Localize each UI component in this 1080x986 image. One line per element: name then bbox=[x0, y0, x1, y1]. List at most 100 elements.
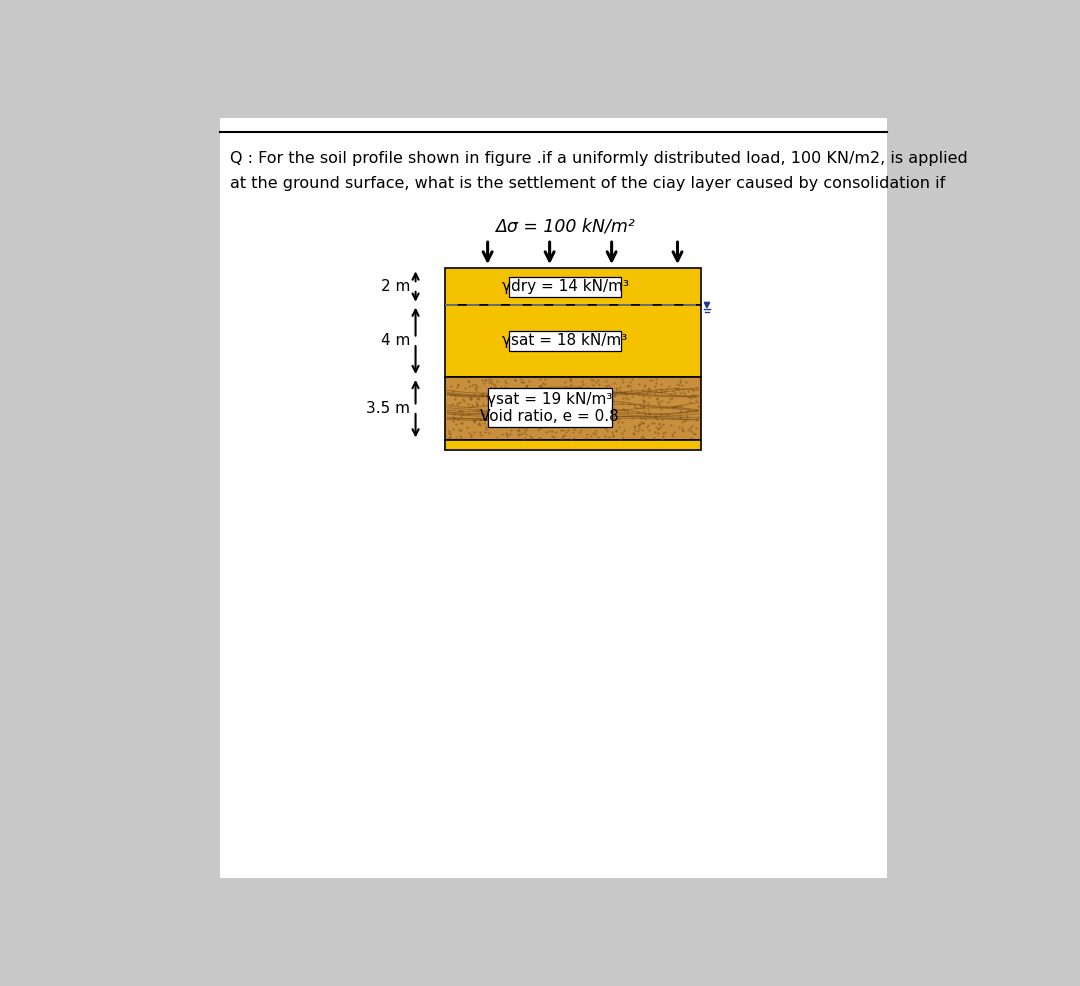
Point bbox=[579, 379, 596, 394]
Point bbox=[629, 417, 646, 433]
Point bbox=[497, 374, 514, 389]
Point bbox=[569, 398, 586, 414]
Point bbox=[481, 425, 498, 441]
Point bbox=[578, 430, 595, 446]
Text: γdry = 14 kN/m³: γdry = 14 kN/m³ bbox=[501, 279, 629, 294]
Point bbox=[578, 418, 595, 434]
Point bbox=[674, 377, 691, 392]
Point bbox=[518, 378, 536, 393]
Point bbox=[467, 380, 484, 395]
Point bbox=[648, 419, 665, 435]
Point bbox=[536, 371, 553, 387]
Point bbox=[635, 392, 652, 408]
Bar bbox=[445, 441, 701, 450]
Point bbox=[503, 406, 521, 422]
Point bbox=[597, 402, 615, 418]
Point bbox=[532, 378, 550, 393]
Point bbox=[662, 386, 679, 401]
Point bbox=[470, 391, 487, 407]
Point bbox=[442, 379, 459, 394]
Point bbox=[598, 423, 616, 439]
Point bbox=[482, 389, 499, 405]
Point bbox=[482, 375, 499, 390]
Point bbox=[564, 416, 581, 432]
Point bbox=[559, 422, 577, 438]
Point bbox=[543, 429, 561, 445]
Point bbox=[499, 428, 516, 444]
Point bbox=[489, 431, 507, 447]
Point bbox=[600, 402, 618, 418]
Point bbox=[604, 424, 621, 440]
Point bbox=[501, 426, 518, 442]
Point bbox=[488, 414, 505, 430]
Point bbox=[647, 382, 664, 397]
Point bbox=[486, 378, 503, 393]
Point bbox=[475, 415, 492, 431]
Point bbox=[510, 394, 527, 410]
Point bbox=[679, 422, 697, 438]
Point bbox=[586, 392, 604, 408]
Point bbox=[636, 411, 653, 427]
Point bbox=[566, 394, 583, 410]
Point bbox=[678, 411, 696, 427]
Point bbox=[454, 406, 471, 422]
Point bbox=[646, 387, 663, 402]
Point bbox=[597, 379, 615, 394]
Point bbox=[594, 415, 611, 431]
Point bbox=[465, 414, 483, 430]
Point bbox=[565, 421, 582, 437]
Point bbox=[475, 405, 492, 421]
Point bbox=[531, 393, 549, 409]
Point bbox=[513, 389, 530, 405]
Point bbox=[602, 396, 619, 412]
Point bbox=[531, 372, 549, 387]
Point bbox=[626, 419, 644, 435]
Point bbox=[459, 419, 476, 435]
Point bbox=[482, 379, 499, 394]
Point bbox=[613, 425, 631, 441]
Point bbox=[562, 406, 579, 422]
Point bbox=[462, 427, 480, 443]
Point bbox=[465, 412, 483, 428]
Point bbox=[515, 390, 532, 406]
Point bbox=[672, 404, 689, 420]
Point bbox=[573, 374, 591, 389]
Point bbox=[647, 376, 664, 391]
Point bbox=[646, 415, 663, 431]
Point bbox=[674, 420, 691, 436]
Point bbox=[515, 420, 532, 436]
Point bbox=[588, 375, 605, 390]
Point bbox=[455, 391, 472, 407]
Point bbox=[626, 399, 644, 415]
Point bbox=[451, 402, 469, 418]
Point bbox=[647, 372, 664, 387]
Point bbox=[634, 399, 651, 415]
Point bbox=[639, 395, 657, 411]
Point bbox=[657, 424, 674, 440]
Point bbox=[634, 382, 651, 397]
Point bbox=[535, 402, 552, 418]
Point bbox=[591, 410, 608, 426]
Point bbox=[581, 388, 598, 404]
Point bbox=[505, 380, 523, 395]
Point bbox=[482, 386, 499, 401]
Point bbox=[472, 417, 489, 433]
Point bbox=[629, 400, 646, 416]
Point bbox=[463, 397, 481, 413]
Point bbox=[650, 416, 667, 432]
Point bbox=[616, 422, 633, 438]
Point bbox=[603, 386, 620, 401]
Point bbox=[639, 417, 657, 433]
Point bbox=[549, 418, 566, 434]
Point bbox=[489, 411, 507, 427]
Point bbox=[661, 390, 678, 406]
Point bbox=[623, 410, 640, 426]
Polygon shape bbox=[704, 303, 710, 308]
Point bbox=[639, 402, 657, 418]
Point bbox=[544, 404, 562, 420]
Point bbox=[548, 425, 565, 441]
Point bbox=[524, 394, 541, 410]
Point bbox=[654, 416, 672, 432]
Point bbox=[635, 415, 652, 431]
Bar bbox=[445, 268, 701, 305]
